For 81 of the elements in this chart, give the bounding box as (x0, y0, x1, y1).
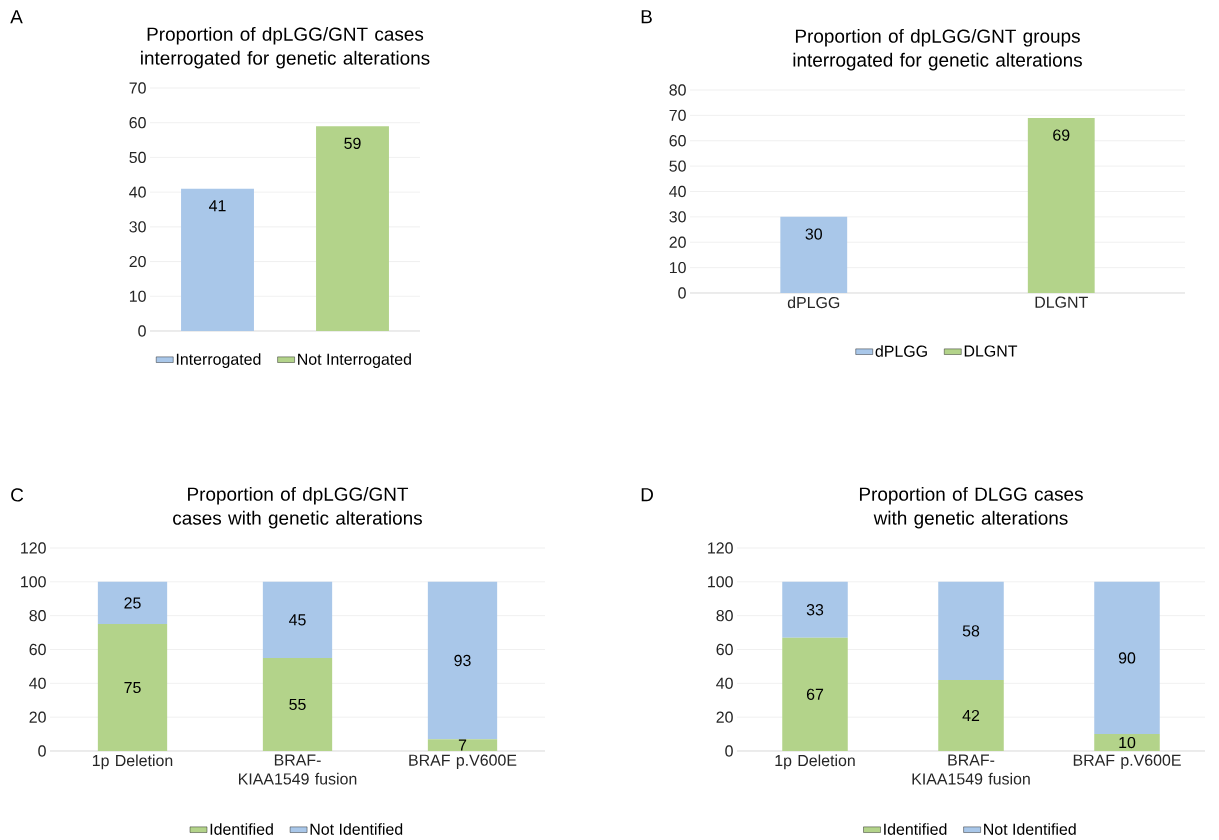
y-tick-label: 70 (669, 109, 686, 121)
legend-label: Not Interrogated (298, 353, 411, 368)
data-label: 59 (344, 137, 361, 149)
y-tick-label: 120 (21, 542, 46, 554)
x-tick-label: BRAF p.V600E (1073, 754, 1181, 769)
y-tick-label: 20 (129, 255, 146, 268)
y-tick-label: 10 (129, 290, 146, 302)
data-label: 75 (124, 681, 141, 694)
y-tick-label: 70 (129, 82, 146, 94)
y-tick-label: 30 (129, 221, 146, 233)
legend-label: Not Identified (310, 823, 403, 835)
bar (262, 657, 333, 751)
data-label: 7 (458, 739, 467, 751)
y-tick-label: 60 (29, 643, 46, 656)
y-tick-label: 40 (716, 677, 733, 689)
x-tick-label: BRAF-KIAA1549 fusion (239, 754, 357, 785)
y-tick-label: 50 (669, 160, 686, 172)
bar (782, 637, 848, 751)
data-label: 67 (806, 688, 824, 700)
chart-title: Proportion of DLGG cases with genetic alterations (859, 486, 1083, 529)
y-tick-label: 20 (669, 236, 686, 248)
x-tick-label: BRAF p.V600E (409, 754, 517, 769)
data-label: 90 (1118, 652, 1136, 664)
data-label: 33 (806, 604, 824, 616)
y-tick-label: 120 (708, 542, 733, 554)
text: C (11, 488, 24, 502)
data-label: 25 (124, 597, 141, 609)
data-label: 42 (962, 709, 980, 721)
y-tick-label: 40 (129, 186, 146, 198)
data-label: 45 (289, 614, 306, 626)
y-tick-label: 100 (708, 576, 733, 588)
y-tick-label: 80 (669, 84, 686, 96)
y-tick-label: 60 (129, 116, 146, 129)
y-tick-label: 20 (29, 711, 46, 723)
y-tick-label: 40 (29, 677, 46, 689)
y-tick-label: 60 (669, 135, 686, 147)
y-tick-label: 50 (129, 151, 146, 163)
legend-label: Identified (210, 823, 273, 835)
bar (427, 739, 498, 751)
data-label: 55 (289, 698, 306, 710)
data-label: 41 (209, 200, 226, 212)
data-label: 93 (454, 654, 471, 667)
bar (938, 679, 1004, 751)
y-tick-label: 0 (725, 745, 733, 757)
text: A (10, 10, 23, 24)
y-tick-label: 80 (29, 609, 46, 622)
chart-title: Proportion of dpLGG/GNT cases with genetic alterations (173, 486, 422, 529)
bar (782, 581, 848, 638)
chart-title: Proportion of dpLGG/GNT groups interrogated for genetic alterations (793, 28, 1082, 71)
legend-label: Interrogated (176, 353, 261, 368)
y-tick-label: 0 (138, 325, 146, 337)
text: D (641, 488, 653, 502)
y-tick-label: 40 (669, 185, 686, 198)
x-tick-label: 1p Deletion (775, 754, 855, 770)
bar (427, 581, 498, 740)
y-tick-label: 80 (716, 609, 733, 622)
x-tick-label: BRAF-KIAA1549 fusion (912, 754, 1030, 785)
y-tick-label: 60 (716, 643, 733, 656)
legend-label: DLGNT (964, 345, 1018, 357)
y-tick-label: 0 (38, 745, 46, 757)
y-tick-label: 10 (669, 261, 686, 274)
legend-label: dPLGG (875, 345, 927, 357)
legend-label: Identified (884, 823, 947, 835)
y-tick-label: 30 (669, 211, 686, 223)
data-label: 58 (962, 625, 980, 637)
x-tick-label: 1p Deletion (92, 754, 173, 770)
y-tick-label: 100 (21, 576, 46, 588)
y-tick-label: 20 (716, 711, 733, 723)
data-label: 69 (1053, 129, 1070, 141)
bar (1094, 581, 1160, 734)
bar (1094, 733, 1160, 751)
bar (938, 581, 1004, 680)
legend-label: Not Identified (984, 823, 1076, 835)
y-tick-label: 0 (678, 287, 686, 299)
bar (97, 624, 168, 751)
data-label: 10 (1119, 736, 1136, 749)
bar (97, 581, 168, 625)
chart-title: Proportion of dpLGG/GNT cases interrogated for genetic alterations (141, 26, 430, 69)
text: B (641, 10, 652, 24)
bar (262, 581, 333, 658)
data-label: 30 (805, 228, 822, 240)
